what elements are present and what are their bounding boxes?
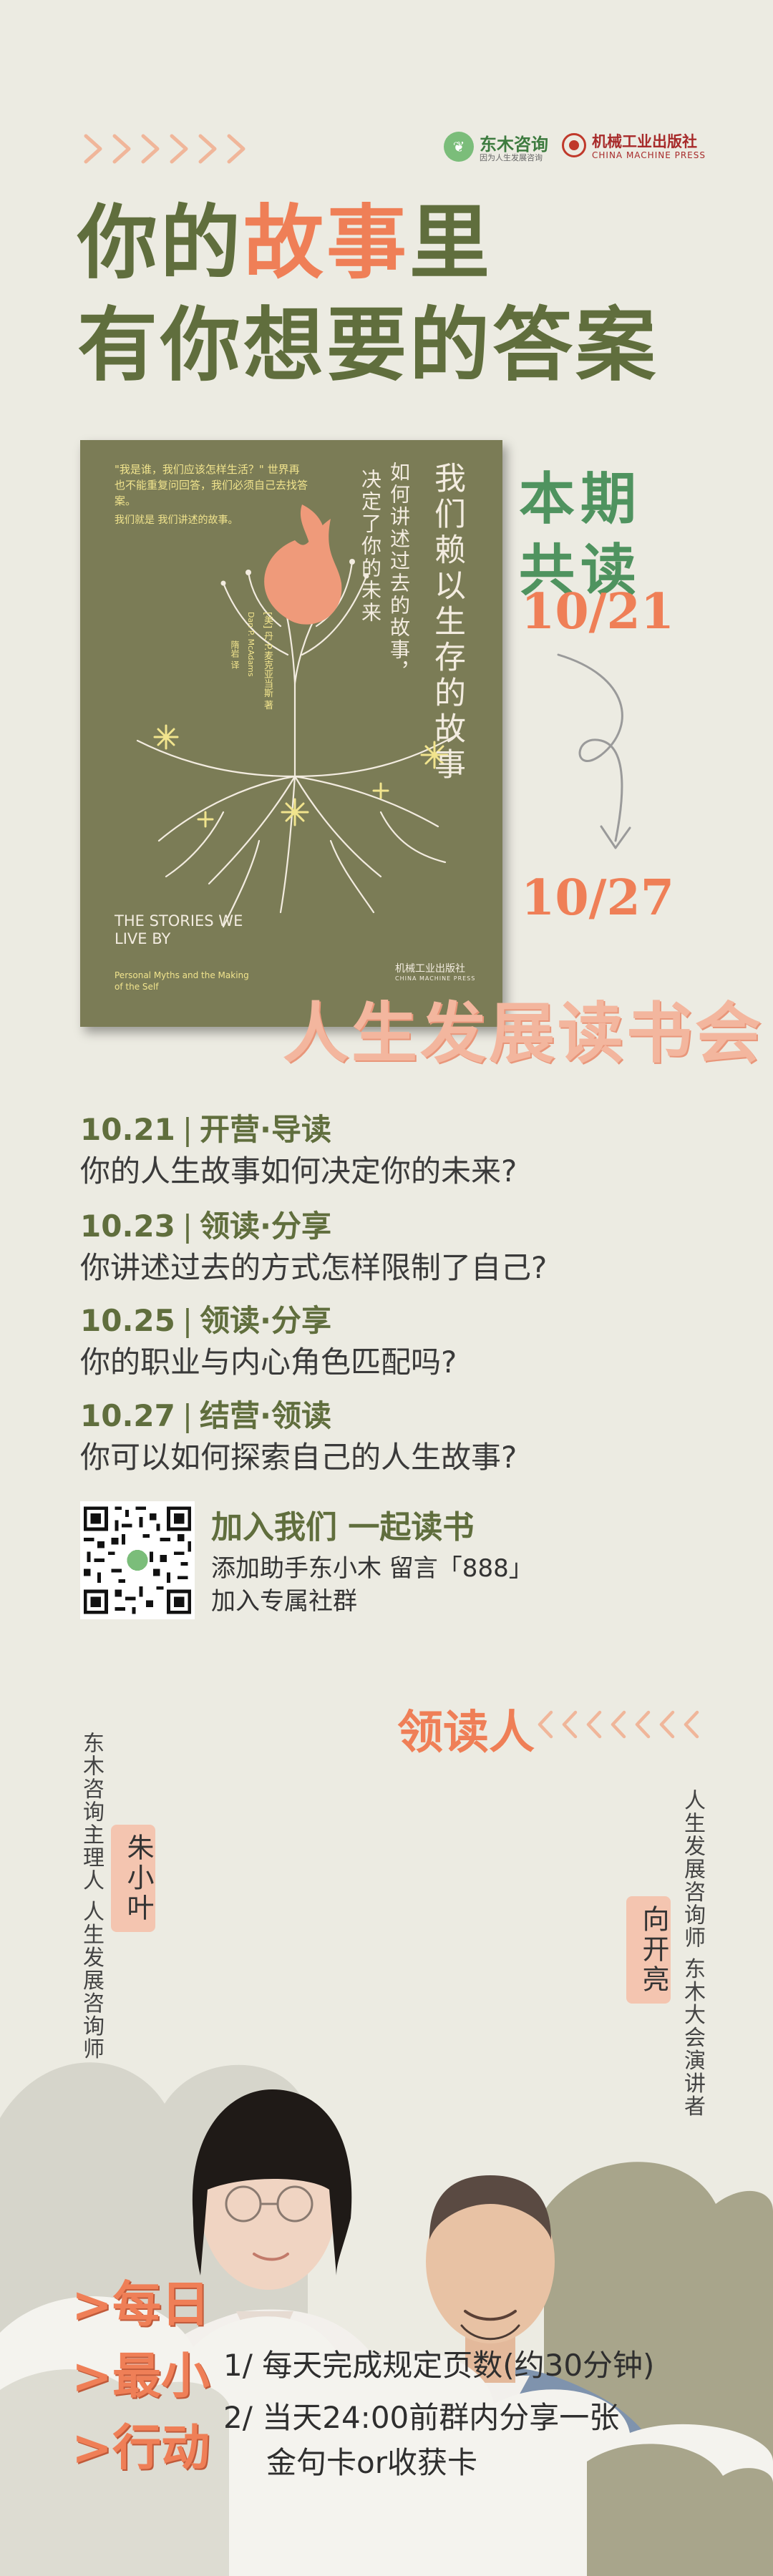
leader-2-name: 向开亮 — [638, 1905, 669, 1995]
book-title-en-sub: Personal Myths and the Making of the Sel… — [115, 970, 249, 992]
schedule-item: 10.25 | 领读·分享 你的职业与内心角色匹配吗? — [80, 1297, 724, 1380]
book-cover: "我是谁，我们应该怎样生活？" 世界再也不能重复问回答，我们必须自己去找答案。 … — [80, 440, 502, 1027]
publisher-mark-icon — [562, 133, 586, 157]
schedule-question: 你讲述过去的方式怎样限制了自己? — [80, 1250, 548, 1285]
dongmu-logo: ❦ 东木咨询 因为人生发展咨询 — [444, 130, 558, 165]
action-rule-1: 1/ 每天完成规定页数(约30分钟) — [223, 2348, 655, 2383]
leaders-scene — [0, 2062, 773, 2576]
schedule-question: 你的职业与内心角色匹配吗? — [80, 1345, 457, 1380]
schedule-item: 10.21 | 开营·导读 你的人生故事如何决定你的未来? — [80, 1106, 724, 1189]
book-subtitle-1: 如何讲述过去的故事， — [387, 462, 411, 683]
leader-1-name: 朱小叶 — [122, 1833, 154, 1923]
leader-2-name-tag — [626, 1896, 671, 2004]
period-end-date: 10/27 — [521, 869, 675, 927]
leaf-icon: ❦ — [444, 132, 474, 162]
publisher-name: 机械工业出版社 — [592, 133, 697, 150]
book-quote: "我是谁，我们应该怎样生活？" 世界再也不能重复问回答，我们必须自己去找答案。 — [115, 463, 308, 507]
period-label-1: 本期 — [519, 467, 643, 532]
schedule-separator: | — [182, 1398, 193, 1433]
action-heading-1: >每日 — [72, 2277, 210, 2333]
action-heading-3: >行动 — [72, 2420, 210, 2477]
book-title-en: THE STORIES WE LIVE BY — [115, 912, 243, 947]
book-publisher-en: CHINA MACHINE PRESS — [395, 975, 476, 982]
schedule-question: 你可以如何探索自己的人生故事? — [80, 1440, 517, 1475]
chevron-left-decoration-icon — [538, 1710, 699, 1739]
publisher-logo: 机械工业出版社 CHINA MACHINE PRESS — [562, 130, 705, 165]
schedule-type: 结营·领读 — [200, 1398, 331, 1433]
book-publisher: 机械工业出版社 — [395, 963, 465, 975]
schedule-date: 10.21 — [80, 1112, 175, 1147]
leaders-title: 领读人 — [397, 1707, 535, 1760]
publisher-name-en: CHINA MACHINE PRESS — [592, 150, 706, 160]
schedule-date: 10.27 — [80, 1398, 175, 1433]
book-author-en: Dan P. McAdams — [246, 612, 256, 677]
tree-roots-illustration — [136, 504, 461, 928]
join-instruction: 添加助手东小木 留言「888」 — [211, 1554, 533, 1583]
join-instruction-2: 加入专属社群 — [211, 1587, 357, 1616]
dongmu-name: 东木咨询 — [480, 135, 548, 155]
schedule-item: 10.27 | 结营·领读 你可以如何探索自己的人生故事? — [80, 1392, 724, 1475]
chevron-decoration-icon — [84, 134, 245, 164]
headline-line-1: 你的故事里 — [77, 197, 492, 290]
leader-1-role: 东木咨询主理人 人生发展咨询师 — [79, 1732, 104, 2061]
book-quote-2: 我们就是 我们讲述的故事。 — [115, 514, 238, 526]
headline-pre: 你的 — [77, 197, 243, 290]
schedule-separator: | — [182, 1112, 193, 1147]
action-rule-2: 2/ 当天24:00前群内分享一张 — [223, 2400, 620, 2435]
headline-accent: 故事 — [243, 197, 409, 290]
period-label-2: 共读 — [519, 539, 643, 603]
book-author-cn: [美] 丹·P.麦克亚当斯 著 — [262, 612, 273, 710]
schedule-date: 10.25 — [80, 1303, 175, 1338]
schedule-date: 10.23 — [80, 1209, 175, 1244]
leader-2-role: 人生发展咨询师 东木大会演讲者 — [680, 1789, 705, 2118]
schedule-type: 领读·分享 — [200, 1209, 331, 1244]
period-start-date: 10/21 — [521, 583, 675, 640]
book-translator: 隋岩 译 — [230, 640, 240, 669]
headline-post: 里 — [409, 197, 492, 290]
book-subtitle-2: 决定了你的未来 — [359, 469, 382, 624]
schedule-question: 你的人生故事如何决定你的未来? — [80, 1153, 517, 1189]
schedule-separator: | — [182, 1303, 193, 1338]
dongmu-slogan: 因为人生发展咨询 — [480, 153, 543, 162]
schedule-item: 10.23 | 领读·分享 你讲述过去的方式怎样限制了自己? — [80, 1202, 724, 1285]
schedule-type: 开营·导读 — [200, 1112, 331, 1147]
schedule-type: 领读·分享 — [200, 1303, 331, 1338]
action-rule-2-cont: 金句卡or收获卡 — [266, 2445, 477, 2480]
curved-arrow-icon — [557, 653, 631, 849]
join-title: 加入我们 一起读书 — [211, 1509, 475, 1546]
schedule-separator: | — [182, 1209, 193, 1244]
book-title-cn: 我们赖以生存的故事 — [429, 462, 465, 784]
club-title: 人生发展读书会 — [283, 995, 764, 1072]
leader-1-name-tag — [111, 1825, 155, 1932]
action-heading-2: >最小 — [72, 2348, 210, 2405]
qr-code[interactable] — [80, 1501, 195, 1619]
headline-line-2: 有你想要的答案 — [77, 299, 658, 392]
